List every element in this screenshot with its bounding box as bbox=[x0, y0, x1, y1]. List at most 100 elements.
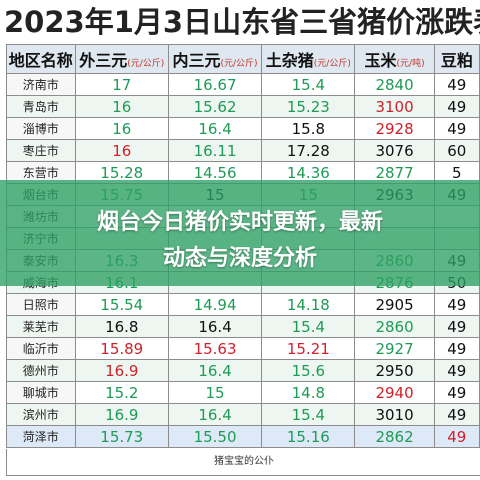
price-cell: 3100 bbox=[354, 95, 435, 118]
column-header-outer-three: 外三元(元/公斤) bbox=[74, 44, 169, 74]
price-cell: 16.9 bbox=[74, 403, 169, 426]
table-title: 2023年1月3日山东省三省猪价涨跌表 bbox=[0, 0, 480, 44]
price-cell: 15.54 bbox=[74, 293, 169, 316]
price-cell: 2840 bbox=[354, 73, 435, 96]
region-cell: 莱芜市 bbox=[6, 315, 76, 338]
table-row: 济南市 17 16.67 15.4 2840 49 bbox=[6, 73, 480, 96]
price-cell: 49 bbox=[433, 359, 480, 382]
region-cell: 济南市 bbox=[6, 73, 76, 96]
price-cell: 49 bbox=[433, 95, 480, 118]
header-label: 外三元 bbox=[79, 51, 128, 70]
region-cell: 日照市 bbox=[6, 293, 76, 316]
column-header-local-pig: 土杂猪(元/公斤) bbox=[261, 44, 356, 74]
region-cell: 菏泽市 bbox=[6, 425, 76, 448]
price-cell: 49 bbox=[433, 337, 480, 360]
headline-banner: 烟台今日猪价实时更新，最新 动态与深度分析 bbox=[0, 180, 480, 286]
price-cell: 16.4 bbox=[167, 403, 263, 426]
price-cell: 16.4 bbox=[167, 315, 263, 338]
header-unit: (元/公斤) bbox=[313, 59, 351, 69]
header-label: 内三元 bbox=[172, 51, 221, 70]
price-cell: 14.18 bbox=[261, 293, 356, 316]
table-row: 滨州市 16.9 16.4 15.4 3010 49 bbox=[6, 403, 480, 426]
header-label: 土杂猪 bbox=[265, 51, 314, 70]
price-cell: 15.63 bbox=[167, 337, 263, 360]
table-row: 淄博市 16 16.4 15.8 2928 49 bbox=[6, 117, 480, 140]
header-label: 豆粕 bbox=[440, 51, 473, 70]
price-cell: 2862 bbox=[354, 425, 435, 448]
price-cell: 15.62 bbox=[167, 95, 263, 118]
column-header-soybean-meal: 豆粕 bbox=[433, 44, 480, 74]
price-cell: 15.23 bbox=[261, 95, 356, 118]
region-cell: 聊城市 bbox=[6, 381, 76, 404]
price-cell: 49 bbox=[433, 73, 480, 96]
table-row: 德州市 16.9 16.4 15.6 2950 49 bbox=[6, 359, 480, 382]
header-row: 地区名称 外三元(元/公斤) 内三元(元/公斤) 土杂猪(元/公斤) 玉米(元/… bbox=[6, 44, 480, 74]
region-cell: 枣庄市 bbox=[6, 139, 76, 162]
table-row: 东营市 15.28 14.56 14.36 2877 5 bbox=[6, 161, 480, 184]
price-cell: 60 bbox=[433, 139, 480, 162]
region-cell: 淄博市 bbox=[6, 117, 76, 140]
header-label: 玉米 bbox=[364, 51, 397, 70]
price-cell: 3010 bbox=[354, 403, 435, 426]
price-cell: 15 bbox=[167, 381, 263, 404]
header-unit: (元/公斤) bbox=[220, 59, 258, 69]
table-footer: 猪宝宝的公仆 bbox=[6, 449, 480, 476]
region-cell: 德州市 bbox=[6, 359, 76, 382]
price-cell: 2940 bbox=[354, 381, 435, 404]
region-cell: 滨州市 bbox=[6, 403, 76, 426]
price-cell: 49 bbox=[433, 315, 480, 338]
region-cell: 青岛市 bbox=[6, 95, 76, 118]
column-header-corn: 玉米(元/吨) bbox=[354, 44, 435, 74]
price-cell: 17.28 bbox=[261, 139, 356, 162]
header-unit: (元/公斤) bbox=[127, 59, 165, 69]
price-cell: 15.16 bbox=[261, 425, 356, 448]
price-cell: 14.8 bbox=[261, 381, 356, 404]
column-header-inner-three: 内三元(元/公斤) bbox=[167, 44, 263, 74]
header-unit: (元/吨) bbox=[396, 59, 425, 69]
headline-line-2: 动态与深度分析 bbox=[162, 246, 317, 271]
price-cell: 16 bbox=[74, 95, 169, 118]
region-cell: 东营市 bbox=[6, 161, 76, 184]
price-cell: 2905 bbox=[354, 293, 435, 316]
price-cell: 49 bbox=[433, 117, 480, 140]
price-cell: 49 bbox=[433, 293, 480, 316]
price-cell: 16.4 bbox=[167, 117, 263, 140]
price-cell: 15.50 bbox=[167, 425, 263, 448]
price-cell: 2950 bbox=[354, 359, 435, 382]
price-cell: 16.9 bbox=[74, 359, 169, 382]
price-cell: 15.2 bbox=[74, 381, 169, 404]
price-cell: 15.4 bbox=[261, 403, 356, 426]
price-cell: 49 bbox=[433, 381, 480, 404]
price-cell: 16.11 bbox=[167, 139, 263, 162]
header-label: 地区名称 bbox=[8, 51, 73, 70]
table-row: 青岛市 16 15.62 15.23 3100 49 bbox=[6, 95, 480, 118]
price-cell: 2928 bbox=[354, 117, 435, 140]
price-cell: 16.67 bbox=[167, 73, 263, 96]
price-cell: 17 bbox=[74, 73, 169, 96]
price-cell: 16 bbox=[74, 117, 169, 140]
table-row: 菏泽市 15.73 15.50 15.16 2862 49 bbox=[6, 425, 480, 448]
price-cell: 2877 bbox=[354, 161, 435, 184]
price-cell: 15.8 bbox=[261, 117, 356, 140]
price-cell: 49 bbox=[433, 403, 480, 426]
price-cell: 15.6 bbox=[261, 359, 356, 382]
price-cell: 16.4 bbox=[167, 359, 263, 382]
region-cell: 临沂市 bbox=[6, 337, 76, 360]
table-row: 日照市 15.54 14.94 14.18 2905 49 bbox=[6, 293, 480, 316]
price-cell: 15.4 bbox=[261, 315, 356, 338]
price-cell: 2927 bbox=[354, 337, 435, 360]
price-cell: 15.89 bbox=[74, 337, 169, 360]
price-cell: 2860 bbox=[354, 315, 435, 338]
table-row: 莱芜市 16.8 16.4 15.4 2860 49 bbox=[6, 315, 480, 338]
column-header-region: 地区名称 bbox=[6, 44, 76, 74]
price-cell: 14.94 bbox=[167, 293, 263, 316]
table-row: 临沂市 15.89 15.63 15.21 2927 49 bbox=[6, 337, 480, 360]
table-row: 聊城市 15.2 15 14.8 2940 49 bbox=[6, 381, 480, 404]
price-cell: 15.4 bbox=[261, 73, 356, 96]
headline-line-1: 烟台今日猪价实时更新，最新 bbox=[96, 210, 383, 235]
price-cell: 16 bbox=[74, 139, 169, 162]
price-cell: 49 bbox=[433, 425, 480, 448]
price-cell: 15.21 bbox=[261, 337, 356, 360]
price-cell: 3076 bbox=[354, 139, 435, 162]
table-row: 枣庄市 16 16.11 17.28 3076 60 bbox=[6, 139, 480, 162]
